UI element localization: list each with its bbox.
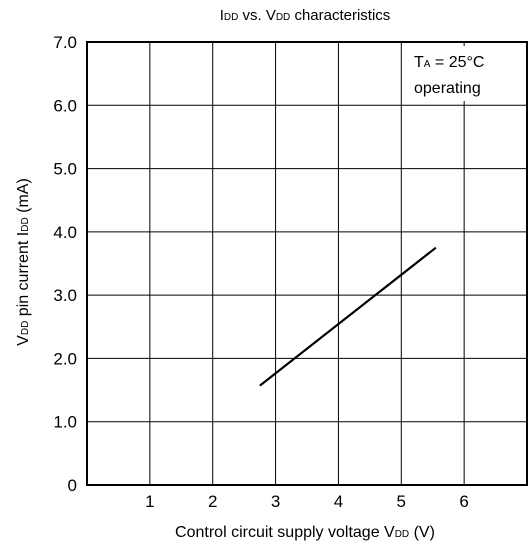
y-tick-label: 1.0 (53, 413, 77, 432)
annotation-condition: operating (414, 80, 481, 97)
x-tick-label: 1 (145, 492, 154, 511)
annotation-temperature: TA = 25°C (414, 54, 484, 71)
grid (87, 42, 527, 485)
y-tick-labels: 0 1.0 2.0 3.0 4.0 5.0 6.0 7.0 (53, 33, 77, 495)
y-axis-label: VDD pin current IDD (mA) (15, 178, 32, 346)
x-tick-label: 5 (397, 492, 406, 511)
y-tick-label: 0 (68, 476, 77, 495)
series-group (259, 246, 437, 387)
series-line (259, 246, 437, 387)
x-tick-labels: 1 2 3 4 5 6 (145, 492, 469, 511)
x-axis-label: Control circuit supply voltage VDD (V) (175, 524, 435, 541)
y-tick-label: 3.0 (53, 286, 77, 305)
y-tick-label: 5.0 (53, 160, 77, 179)
x-tick-label: 6 (459, 492, 468, 511)
plot-frame (86, 41, 528, 486)
y-tick-label: 4.0 (53, 223, 77, 242)
annotation-box (409, 46, 523, 101)
y-tick-label: 6.0 (53, 96, 77, 115)
x-tick-label: 4 (334, 492, 343, 511)
x-tick-label: 2 (208, 492, 217, 511)
y-tick-label: 2.0 (53, 349, 77, 368)
y-tick-label: 7.0 (53, 33, 77, 52)
x-tick-label: 3 (271, 492, 280, 511)
chart-title: IDD vs. VDD characteristics (220, 7, 391, 24)
